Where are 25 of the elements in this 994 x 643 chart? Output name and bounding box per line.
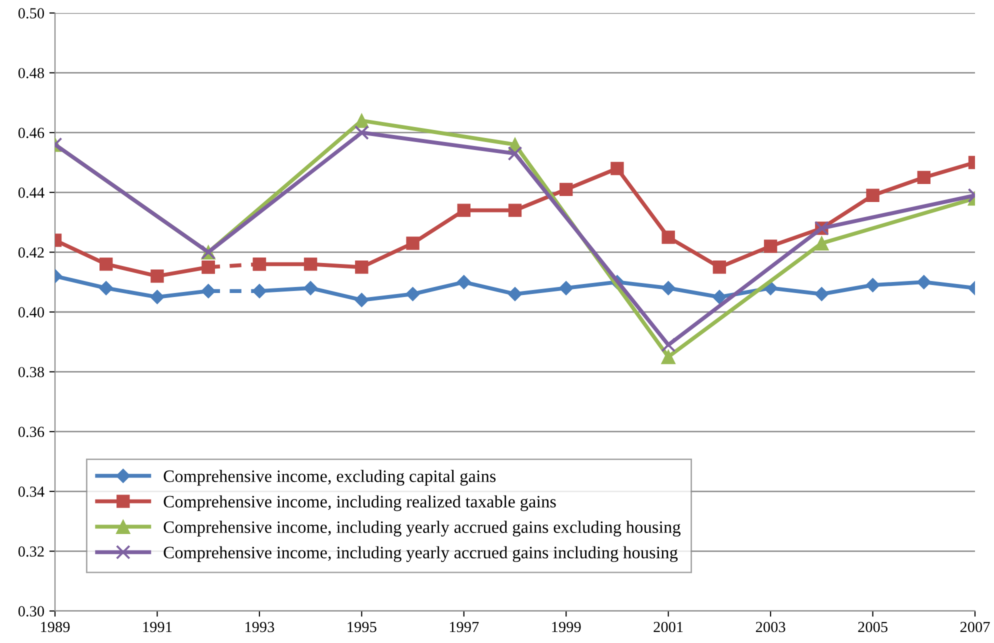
y-tick-label: 0.34 — [18, 486, 44, 497]
legend-label: Comprehensive income, including realized taxable gains — [164, 495, 556, 512]
y-tick-label: 0.40 — [18, 307, 44, 318]
y-tick-label: 0.38 — [18, 366, 44, 378]
legend-label: Comprehensive income, including yearly accrued gains excluding housing — [164, 520, 681, 537]
x-tick-label: 1989 — [41, 622, 70, 632]
x-tick-label: 1991 — [143, 622, 172, 632]
x-tick-label: 1995 — [348, 622, 376, 632]
y-tick-label: 0.42 — [18, 247, 44, 258]
y-tick-label: 0.32 — [18, 546, 44, 557]
y-tick-label: 0.36 — [18, 426, 44, 438]
x-tick-label: 2001 — [654, 622, 683, 632]
x-tick-label: 2003 — [756, 622, 786, 632]
x-tick-label: 2005 — [858, 622, 888, 632]
y-tick-label: 0.48 — [18, 68, 44, 78]
x-tick-label: 1999 — [552, 622, 581, 632]
y-tick-label: 0.44 — [18, 188, 44, 198]
legend-label: Comprehensive income, including yearly accrued gains including housing — [164, 546, 678, 562]
x-tick-label: 1997 — [450, 622, 479, 632]
y-tick-label: 0.30 — [18, 606, 44, 617]
legend-label: Comprehensive income, excluding capital gains — [164, 470, 496, 486]
x-tick-label: 1993 — [246, 622, 274, 632]
y-tick-label: 0.50 — [18, 8, 44, 19]
x-tick-label: 2007 — [960, 622, 990, 632]
y-tick-label: 0.46 — [18, 128, 44, 138]
